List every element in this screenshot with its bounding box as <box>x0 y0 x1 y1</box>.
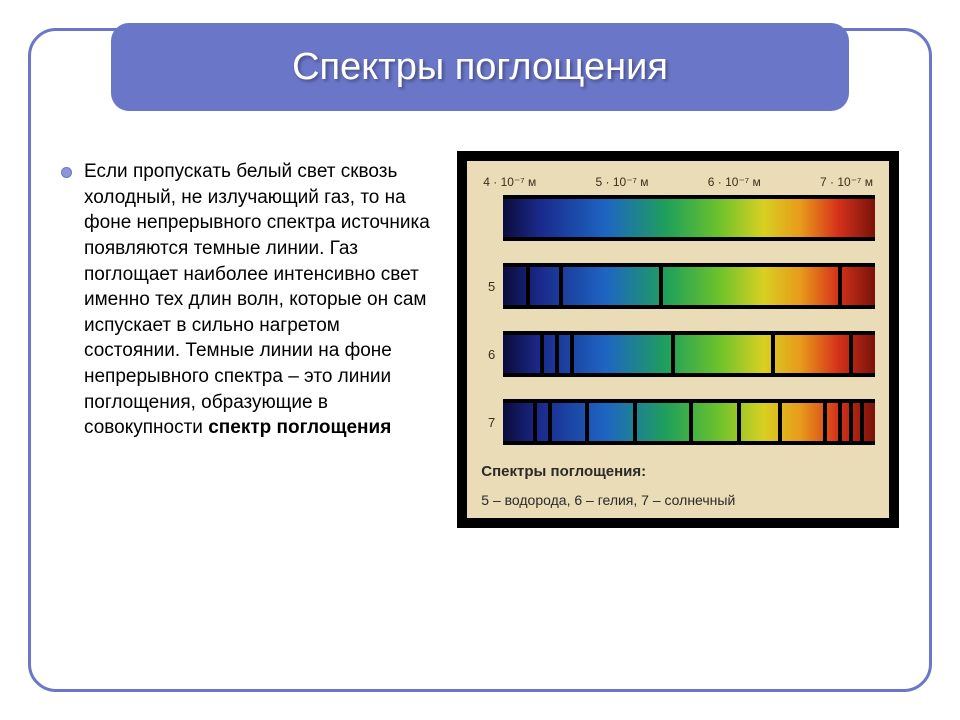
absorption-line <box>540 335 544 373</box>
spectrum-row-label: 7 <box>481 415 495 430</box>
absorption-line <box>778 403 782 441</box>
content-area: Если пропускать белый свет сквозь холодн… <box>61 151 899 659</box>
absorption-line <box>849 403 853 441</box>
axis-label: 7 · 10⁻⁷ м <box>820 175 873 189</box>
spectrum-row-label: 5 <box>481 279 495 294</box>
absorption-line <box>737 403 741 441</box>
absorption-line <box>559 267 563 305</box>
absorption-line <box>671 335 675 373</box>
absorption-line <box>860 403 864 441</box>
axis-labels: 4 · 10⁻⁷ м 5 · 10⁻⁷ м 6 · 10⁻⁷ м 7 · 10⁻… <box>481 175 875 195</box>
absorption-line <box>533 403 537 441</box>
absorption-line <box>838 267 842 305</box>
bullet-icon <box>61 167 72 178</box>
absorption-line <box>849 335 853 373</box>
spectrum-continuous <box>503 195 875 241</box>
spectrum-row: 6 <box>481 331 875 377</box>
bullet-item: Если пропускать белый свет сквозь холодн… <box>61 159 437 441</box>
spectrum-absorption <box>503 331 875 377</box>
text-column: Если пропускать белый свет сквозь холодн… <box>61 151 437 659</box>
axis-label: 4 · 10⁻⁷ м <box>483 175 536 189</box>
spectrum-row: 5 <box>481 263 875 309</box>
absorption-line <box>526 267 530 305</box>
paragraph-text: Если пропускать белый свет сквозь холодн… <box>84 159 437 441</box>
axis-label: 5 · 10⁻⁷ м <box>596 175 649 189</box>
absorption-line <box>548 403 552 441</box>
figure-legend: 5 – водорода, 6 – гелия, 7 – солнечный <box>481 492 875 508</box>
spectrum-absorption <box>503 263 875 309</box>
slide-title: Спектры поглощения <box>111 23 849 111</box>
figure-column: 4 · 10⁻⁷ м 5 · 10⁻⁷ м 6 · 10⁻⁷ м 7 · 10⁻… <box>457 151 899 659</box>
spectrum-absorption <box>503 399 875 445</box>
absorption-line <box>659 267 663 305</box>
spectra-stack: 5 6 7 <box>481 195 875 445</box>
axis-label: 6 · 10⁻⁷ м <box>708 175 761 189</box>
spectrum-row <box>481 195 875 241</box>
absorption-line <box>838 403 842 441</box>
absorption-line <box>570 335 574 373</box>
absorption-line <box>689 403 693 441</box>
absorption-line <box>633 403 637 441</box>
spectrum-row-label: 6 <box>481 347 495 362</box>
spectra-figure: 4 · 10⁻⁷ м 5 · 10⁻⁷ м 6 · 10⁻⁷ м 7 · 10⁻… <box>457 151 899 528</box>
slide-title-text: Спектры поглощения <box>292 46 668 89</box>
spectrum-row: 7 <box>481 399 875 445</box>
absorption-line <box>771 335 775 373</box>
figure-caption: Спектры поглощения: <box>481 463 875 480</box>
absorption-line <box>823 403 827 441</box>
absorption-line <box>585 403 589 441</box>
slide-frame: Спектры поглощения Если пропускать белый… <box>28 28 932 692</box>
absorption-line <box>555 335 559 373</box>
